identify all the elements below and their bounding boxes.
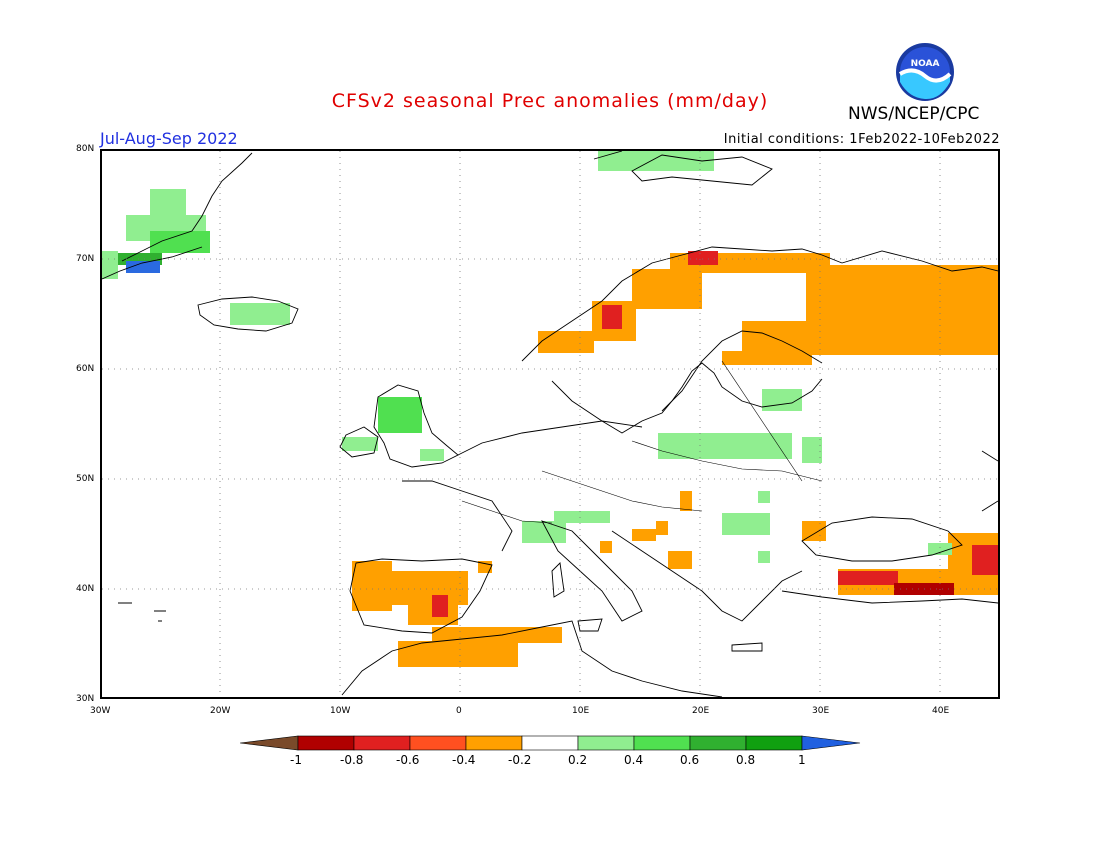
lon-label-20w: 20W <box>210 706 231 716</box>
colorbar-segment-9 <box>745 735 803 751</box>
lon-label-40e: 40E <box>932 706 950 716</box>
colorbar-segment-3 <box>409 735 467 751</box>
lat-label-40n: 40N <box>76 584 95 594</box>
lon-label-10w: 10W <box>330 706 351 716</box>
season-label: Jul-Aug-Sep 2022 <box>100 129 238 148</box>
colorbar-segment-2 <box>353 735 411 751</box>
colorbar-segment-4 <box>465 735 523 751</box>
chart-title: CFSv2 seasonal Prec anomalies (mm/day) <box>331 90 769 112</box>
colorbar-label: -0.8 <box>340 753 364 767</box>
map-canvas <box>102 151 998 697</box>
lat-label-60n: 60N <box>76 364 95 374</box>
graticule <box>102 151 998 697</box>
lat-label-50n: 50N <box>76 474 95 484</box>
colorbar-segment-1 <box>297 735 355 751</box>
lat-label-70n: 70N <box>76 254 95 264</box>
lon-label-30w: 30W <box>90 706 111 716</box>
lon-label-30e: 30E <box>812 706 830 716</box>
colorbar-label: -1 <box>290 753 302 767</box>
coastlines <box>102 151 998 697</box>
colorbar-segment-above-max <box>801 735 861 751</box>
colorbar-label: 0.6 <box>680 753 700 767</box>
lon-label-0: 0 <box>456 706 462 716</box>
colorbar <box>240 735 861 751</box>
lon-label-20e: 20E <box>692 706 710 716</box>
anomaly-shading <box>102 151 998 667</box>
agency-label: NWS/NCEP/CPC <box>848 104 980 124</box>
colorbar-label: -0.4 <box>452 753 476 767</box>
lat-label-30n: 30N <box>76 694 95 704</box>
colorbar-segment-below-min <box>240 735 299 751</box>
colorbar-segment-8 <box>689 735 747 751</box>
colorbar-label: 0.4 <box>624 753 644 767</box>
colorbar-label: 0.8 <box>736 753 756 767</box>
map-panel <box>100 149 1000 699</box>
logo-text: NOAA <box>911 59 940 69</box>
initial-conditions-label: Initial conditions: 1Feb2022-10Feb2022 <box>723 132 1000 147</box>
noaa-logo-icon: NOAA <box>896 43 954 101</box>
colorbar-segment-7 <box>633 735 691 751</box>
lon-label-10e: 10E <box>572 706 590 716</box>
colorbar-segment-5 <box>521 735 579 751</box>
colorbar-label: 0.2 <box>568 753 588 767</box>
lat-label-80n: 80N <box>76 144 95 154</box>
colorbar-label: -0.6 <box>396 753 420 767</box>
colorbar-label: 1 <box>798 753 806 767</box>
colorbar-label: -0.2 <box>508 753 532 767</box>
colorbar-segment-6 <box>577 735 635 751</box>
